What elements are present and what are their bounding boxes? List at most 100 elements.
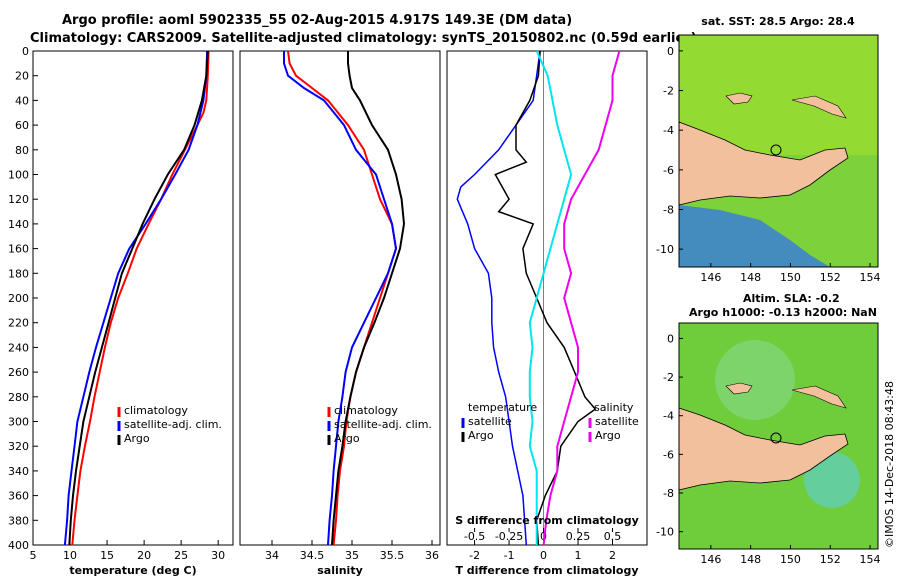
- depth-tick-label: 140: [8, 218, 29, 231]
- series-salinity-argo: [331, 51, 406, 546]
- argo-location-marker: [770, 144, 782, 156]
- x-tick-label: 30: [211, 549, 225, 562]
- depth-axis: 0 20 40 60 80 100 120 140 160 180 200 220 240 260 280 3…: [8, 45, 38, 552]
- credit-label: ©IMOS 14-Dec-2018 08:43:48: [883, 381, 896, 548]
- lat-tick-label: -2: [663, 371, 674, 384]
- series-salinity-satellite: [283, 51, 398, 546]
- lon-tick-label: 154: [860, 553, 881, 566]
- argo-location-marker: [770, 432, 782, 444]
- depth-tick-label: 80: [15, 144, 29, 157]
- sla-map-axes: 146 148 150 152 154 0 -2 -4 -6 -8 -10: [656, 332, 881, 566]
- lon-tick-label: 146: [700, 271, 721, 284]
- lon-tick-label: 152: [820, 271, 841, 284]
- s-tick-label: 0.5: [604, 530, 622, 543]
- difference-axes-box: [446, 50, 648, 546]
- depth-tick-label: 40: [15, 94, 29, 107]
- legend-climatology: climatology: [334, 404, 398, 417]
- depth-tick-label: 380: [8, 514, 29, 527]
- salinity-legend: climatology satellite-adj. clim. Argo: [327, 404, 432, 445]
- x-tick-label: 34.5: [300, 549, 325, 562]
- x-tick-label: -2: [469, 549, 480, 562]
- salinity-xlabel: salinity: [317, 564, 363, 577]
- lat-tick-label: -10: [656, 526, 674, 539]
- depth-tick-label: 320: [8, 440, 29, 453]
- lat-tick-label: -8: [663, 487, 674, 500]
- legend-t-argo: Argo: [468, 429, 494, 442]
- salinity-axes-box: [239, 50, 441, 546]
- depth-tick-label: 60: [15, 119, 29, 132]
- sst-map: sat. SST: 28.5 Argo: 28.4 146 148 150 152 15…: [656, 15, 881, 284]
- salinity-x-axis: 34 34.5 35 35.5 36: [265, 540, 439, 562]
- t-difference-x-axis: -2 -1 0 1 2: [469, 540, 616, 562]
- title-line-1: Argo profile: aoml 5902335_55 02-Aug-201…: [62, 13, 572, 28]
- sla-map-island: [725, 382, 753, 395]
- series-temperature-argo: [68, 50, 209, 546]
- difference-legend: temperature satellite Argo salinity sate…: [461, 401, 639, 442]
- difference-panel: -2 -1 0 1 2 -0.5 -0.25 0 0.25 0.5 T difference f…: [446, 50, 648, 577]
- lon-tick-label: 150: [780, 553, 801, 566]
- x-tick-label: -1: [504, 549, 515, 562]
- title-line-2: Climatology: CARS2009. Satellite-adjuste…: [30, 31, 697, 46]
- depth-tick-label: 220: [8, 317, 29, 330]
- sst-map-frame: [678, 34, 879, 268]
- x-tick-label: 15: [100, 549, 114, 562]
- legend-salinity-title: salinity: [594, 401, 634, 414]
- t-difference-xlabel: T difference from climatology: [455, 564, 638, 577]
- depth-tick-label: 340: [8, 465, 29, 478]
- temperature-series: [63, 50, 210, 546]
- depth-tick-label: 260: [8, 366, 29, 379]
- sla-map: Altim. SLA: -0.2 Argo h1000: -0.13 h2000…: [656, 292, 881, 566]
- depth-tick-label: 20: [15, 70, 29, 83]
- sla-map-title-2: Argo h1000: -0.13 h2000: NaN: [689, 306, 877, 319]
- sst-map-axes: 146 148 150 152 154 0 -2 -4 -6 -8 -10: [656, 45, 881, 284]
- legend-s-argo: Argo: [595, 429, 621, 442]
- lon-tick-label: 146: [700, 553, 721, 566]
- legend-t-satellite: satellite: [468, 415, 512, 428]
- depth-tick-label: 240: [8, 341, 29, 354]
- lat-tick-label: -4: [663, 410, 674, 423]
- s-tick-label: -0.5: [464, 530, 485, 543]
- lat-tick-label: -8: [663, 203, 674, 216]
- x-tick-label: 10: [63, 549, 77, 562]
- sla-map-frame: [678, 322, 879, 550]
- sst-map-island: [725, 92, 753, 105]
- legend-climatology: climatology: [124, 404, 188, 417]
- x-tick-label: 35: [345, 549, 359, 562]
- lat-tick-label: -6: [663, 448, 674, 461]
- lon-tick-label: 148: [740, 271, 761, 284]
- x-tick-label: 36: [425, 549, 439, 562]
- temperature-legend: climatology satellite-adj. clim. Argo: [117, 404, 222, 445]
- x-tick-label: 1: [575, 549, 582, 562]
- legend-argo: Argo: [334, 432, 360, 445]
- s-difference-xlabel: S difference from climatology: [455, 514, 639, 527]
- series-t-difference-satellite: [456, 50, 541, 546]
- x-tick-label: 25: [174, 549, 188, 562]
- lon-tick-label: 154: [860, 271, 881, 284]
- depth-tick-label: 200: [8, 292, 29, 305]
- legend-argo: Argo: [124, 432, 150, 445]
- depth-tick-label: 160: [8, 243, 29, 256]
- depth-tick-label: 280: [8, 391, 29, 404]
- depth-tick-label: 400: [8, 539, 29, 552]
- series-s-difference-satellite: [528, 50, 573, 545]
- series-s-difference-argo: [542, 50, 621, 546]
- lat-tick-label: -10: [656, 243, 674, 256]
- legend-s-satellite: satellite: [595, 415, 639, 428]
- depth-tick-label: 180: [8, 267, 29, 280]
- legend-satellite-adj: satellite-adj. clim.: [124, 418, 222, 431]
- temperature-xlabel: temperature (deg C): [69, 564, 196, 577]
- lat-tick-label: -2: [663, 85, 674, 98]
- s-difference-axis: -0.5 -0.25 0 0.25 0.5: [464, 528, 621, 543]
- lat-tick-label: 0: [667, 332, 674, 345]
- series-temperature-satellite: [63, 50, 209, 546]
- temperature-x-axis: 5 10 15 20 25 30: [30, 540, 225, 562]
- lat-tick-label: 0: [667, 45, 674, 58]
- sla-map-anomaly: [715, 340, 795, 420]
- series-t-difference-argo: [494, 50, 597, 546]
- depth-tick-label: 120: [8, 193, 29, 206]
- lon-tick-label: 150: [780, 271, 801, 284]
- depth-tick-label: 300: [8, 416, 29, 429]
- temperature-panel: 0 20 40 60 80 100 120 140 160 180 200 220 240 260 280 3…: [8, 45, 234, 577]
- x-tick-label: 35.5: [380, 549, 405, 562]
